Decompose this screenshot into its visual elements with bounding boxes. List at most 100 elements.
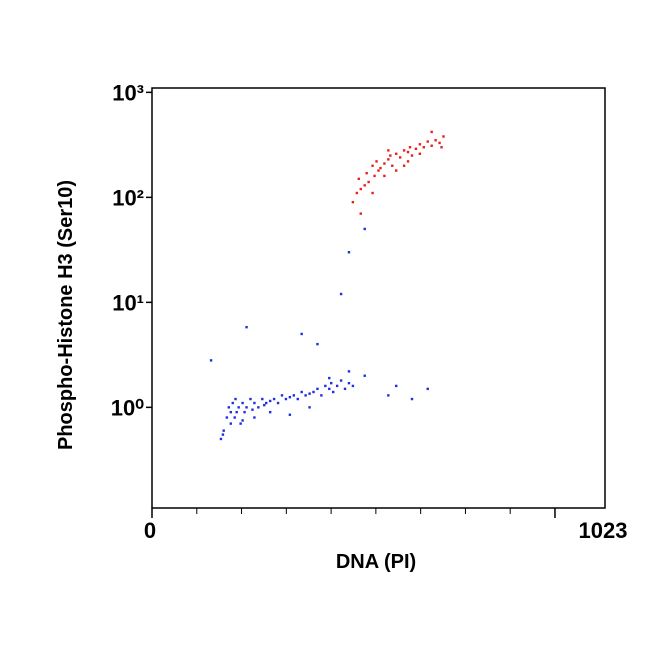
point bbox=[272, 397, 276, 401]
point bbox=[359, 212, 362, 215]
point bbox=[284, 397, 288, 401]
point bbox=[209, 359, 213, 362]
point bbox=[389, 154, 392, 157]
point bbox=[231, 401, 234, 405]
point bbox=[245, 406, 248, 409]
point bbox=[438, 141, 441, 145]
point bbox=[328, 376, 331, 380]
point bbox=[328, 387, 331, 391]
point bbox=[296, 397, 299, 401]
x-tick-label: 0 bbox=[144, 518, 156, 543]
x-tick-label: 1023 bbox=[578, 518, 627, 543]
point bbox=[422, 146, 425, 149]
point bbox=[387, 158, 390, 161]
point bbox=[383, 174, 386, 178]
point bbox=[426, 140, 429, 143]
y-tick-label: 10² bbox=[112, 185, 144, 210]
point bbox=[235, 410, 238, 414]
point bbox=[308, 406, 311, 409]
point bbox=[288, 395, 292, 399]
y-axis-label: Phospho-Histone H3 (Ser10) bbox=[55, 180, 77, 450]
point bbox=[233, 416, 236, 419]
point bbox=[347, 370, 351, 373]
point bbox=[408, 146, 412, 149]
point bbox=[229, 422, 232, 425]
point bbox=[276, 401, 280, 405]
point bbox=[395, 169, 398, 172]
point bbox=[339, 379, 343, 382]
point bbox=[265, 401, 268, 405]
point bbox=[351, 384, 355, 388]
point bbox=[363, 184, 366, 187]
point bbox=[239, 422, 242, 425]
point bbox=[222, 429, 225, 432]
point bbox=[406, 160, 410, 163]
point bbox=[234, 397, 237, 401]
point bbox=[402, 164, 406, 167]
point bbox=[363, 227, 366, 231]
point bbox=[418, 152, 422, 155]
point bbox=[261, 397, 264, 401]
point bbox=[253, 416, 256, 419]
point bbox=[442, 135, 445, 138]
point bbox=[243, 410, 246, 414]
point bbox=[406, 150, 410, 154]
point bbox=[398, 156, 402, 159]
point bbox=[379, 166, 382, 170]
point bbox=[347, 251, 351, 254]
point bbox=[288, 413, 292, 416]
point bbox=[377, 169, 380, 172]
point bbox=[395, 152, 398, 155]
point bbox=[343, 387, 347, 391]
point bbox=[391, 164, 394, 167]
point bbox=[440, 146, 443, 149]
point bbox=[367, 180, 370, 184]
point bbox=[371, 191, 374, 195]
point bbox=[221, 433, 225, 436]
point bbox=[227, 406, 231, 409]
point bbox=[332, 390, 335, 394]
point bbox=[330, 381, 333, 385]
point bbox=[249, 397, 252, 401]
point bbox=[351, 200, 355, 204]
point bbox=[292, 394, 296, 397]
point bbox=[339, 292, 343, 296]
point bbox=[426, 387, 429, 391]
point bbox=[304, 394, 307, 397]
point bbox=[251, 408, 254, 411]
y-tick-label: 10⁰ bbox=[111, 395, 144, 420]
point bbox=[357, 177, 361, 181]
point bbox=[257, 406, 260, 409]
point bbox=[241, 401, 244, 405]
point bbox=[363, 374, 366, 377]
point bbox=[308, 392, 311, 395]
point bbox=[434, 139, 437, 142]
point bbox=[219, 437, 223, 441]
point bbox=[268, 410, 272, 414]
point bbox=[263, 403, 266, 407]
point bbox=[371, 164, 374, 167]
point bbox=[430, 144, 433, 147]
point bbox=[324, 384, 327, 388]
point bbox=[245, 325, 248, 329]
point bbox=[335, 384, 339, 388]
point bbox=[430, 130, 433, 134]
point bbox=[402, 149, 406, 152]
plot-frame bbox=[151, 87, 606, 509]
point bbox=[320, 394, 323, 397]
point bbox=[300, 390, 303, 394]
point bbox=[418, 143, 422, 146]
point bbox=[387, 394, 390, 397]
point bbox=[237, 406, 240, 409]
point bbox=[410, 154, 414, 157]
y-tick-label: 10³ bbox=[112, 80, 144, 105]
point bbox=[410, 397, 414, 401]
point bbox=[347, 381, 351, 385]
point bbox=[316, 342, 319, 346]
point bbox=[375, 160, 378, 163]
point bbox=[280, 394, 284, 397]
point bbox=[359, 187, 362, 191]
point bbox=[387, 149, 390, 152]
point bbox=[316, 387, 319, 391]
